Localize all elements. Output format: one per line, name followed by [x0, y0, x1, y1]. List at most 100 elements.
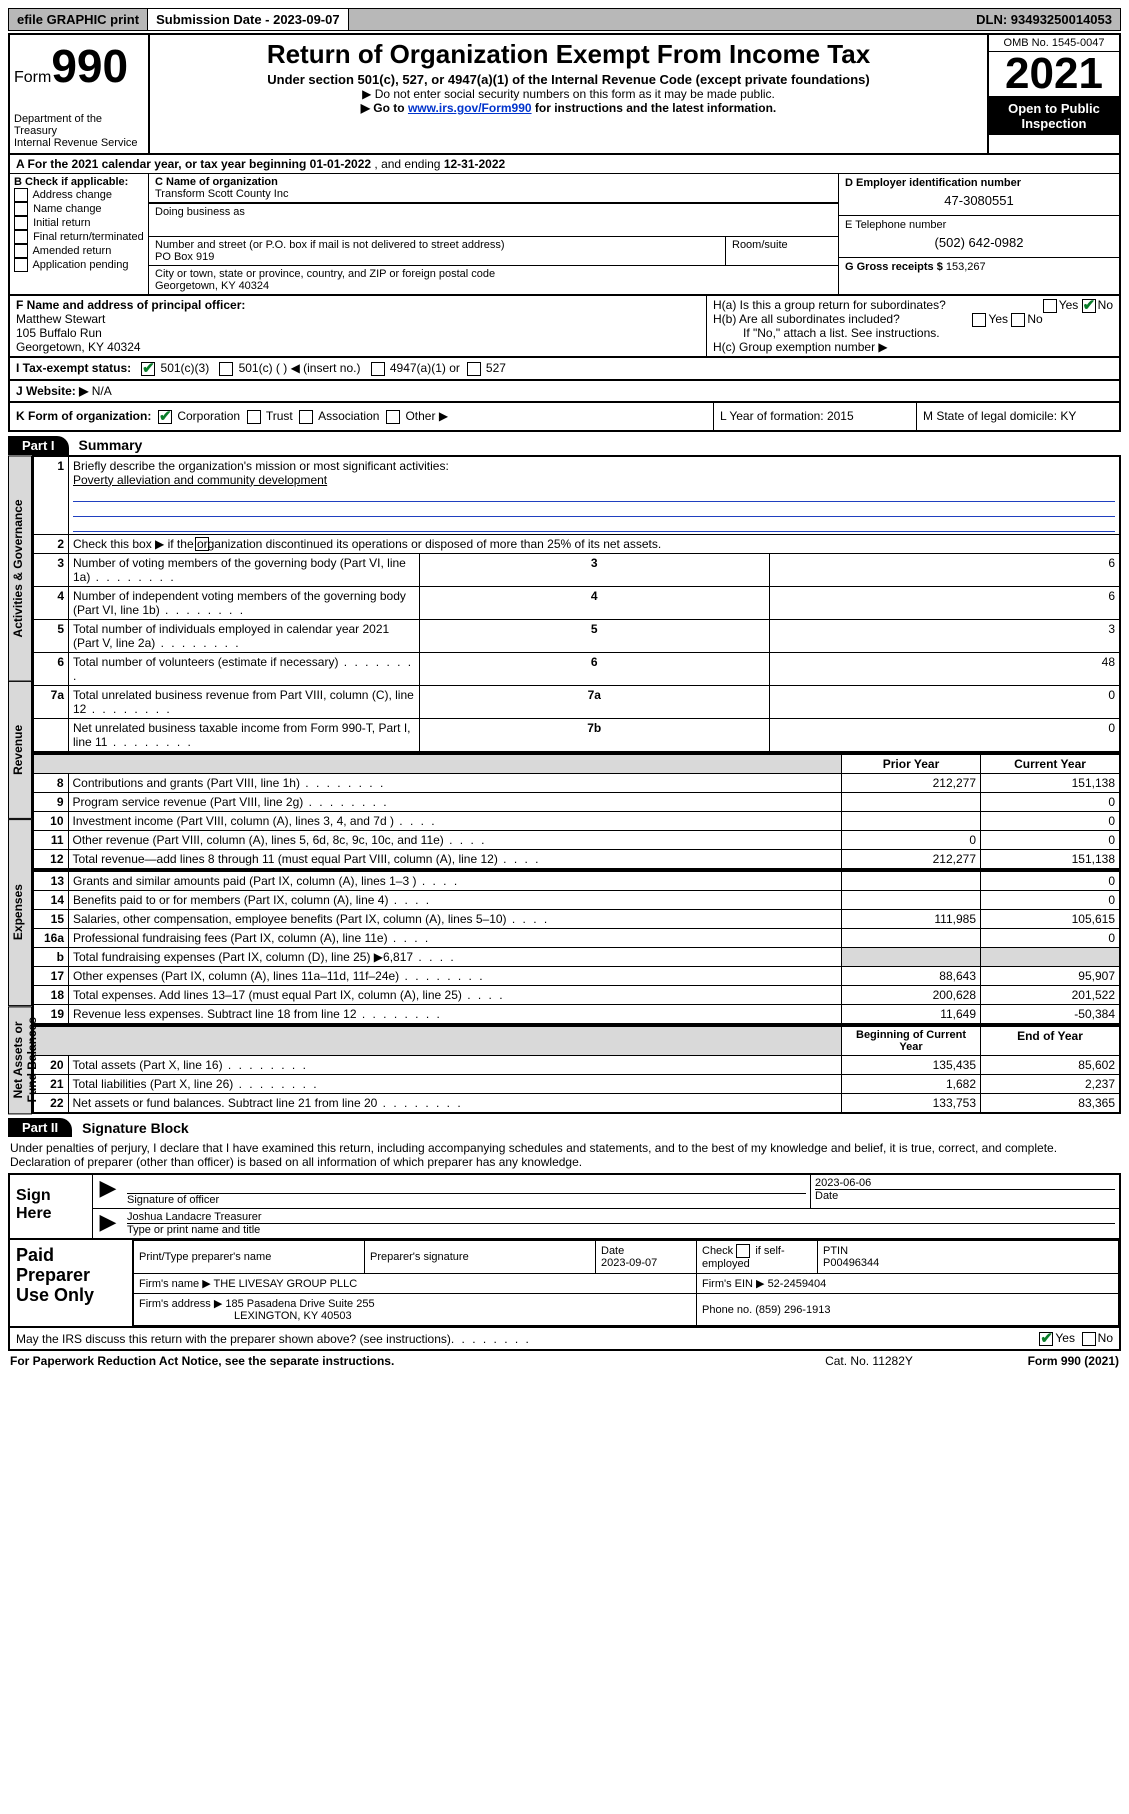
cat-no: Cat. No. 11282Y	[769, 1354, 969, 1368]
room-label: Room/suite	[725, 237, 838, 265]
street: PO Box 919	[155, 251, 214, 263]
officer-addr2: Georgetown, KY 40324	[16, 340, 141, 354]
prior-year-hdr: Prior Year	[842, 754, 981, 774]
side-labels: Activities & Governance Revenue Expenses…	[8, 455, 32, 1115]
dba-label: Doing business as	[149, 203, 838, 236]
penalty-text: Under penalties of perjury, I declare th…	[8, 1137, 1121, 1173]
org-name: Transform Scott County Inc	[155, 188, 288, 200]
ptin: P00496344	[823, 1257, 879, 1269]
cb-discuss-no[interactable]	[1082, 1332, 1096, 1346]
cb-amended-return[interactable]	[14, 244, 28, 258]
cb-corp[interactable]	[158, 410, 172, 424]
table-row: 15Salaries, other compensation, employee…	[33, 910, 1120, 929]
form-ref: Form 990 (2021)	[969, 1354, 1119, 1368]
cb-assoc[interactable]	[299, 410, 313, 424]
header-right: OMB No. 1545-0047 2021 Open to Public In…	[987, 35, 1119, 153]
table-row: 16aProfessional fundraising fees (Part I…	[33, 929, 1120, 948]
table-row: bTotal fundraising expenses (Part IX, co…	[33, 948, 1120, 967]
cb-hb-yes[interactable]	[972, 313, 986, 327]
sign-block: Sign Here ▶ Signature of officer 2023-06…	[8, 1173, 1121, 1240]
cb-501c[interactable]	[219, 362, 233, 376]
name-label: Type or print name and title	[127, 1224, 260, 1236]
hb-note: If "No," attach a list. See instructions…	[713, 326, 1113, 340]
officer-addr1: 105 Buffalo Run	[16, 326, 102, 340]
prep-h1: Print/Type preparer's name	[134, 1241, 365, 1274]
col-c: C Name of organization Transform Scott C…	[149, 174, 838, 294]
cb-other[interactable]	[386, 410, 400, 424]
cb-initial-return[interactable]	[14, 216, 28, 230]
firm-name: THE LIVESAY GROUP PLLC	[214, 1278, 358, 1290]
gross-receipts: 153,267	[946, 261, 986, 273]
cb-hb-no[interactable]	[1011, 313, 1025, 327]
mission: Poverty alleviation and community develo…	[73, 473, 327, 487]
cb-final-return[interactable]	[14, 230, 28, 244]
header-left: Form990 Department of the Treasury Inter…	[10, 35, 150, 153]
table-row: 5Total number of individuals employed in…	[33, 620, 1120, 653]
table-row: 9Program service revenue (Part VIII, lin…	[33, 793, 1120, 812]
officer-name: Matthew Stewart	[16, 312, 105, 326]
table-row: 19Revenue less expenses. Subtract line 1…	[33, 1005, 1120, 1025]
note-goto-post: for instructions and the latest informat…	[532, 101, 777, 115]
summary-rev: Prior Year Current Year 8Contributions a…	[32, 753, 1121, 870]
table-row: 20Total assets (Part X, line 16)135,4358…	[33, 1056, 1120, 1075]
cb-trust[interactable]	[247, 410, 261, 424]
footer: For Paperwork Reduction Act Notice, see …	[8, 1351, 1121, 1371]
k-label: K Form of organization:	[16, 409, 151, 423]
section-i: I Tax-exempt status: 501(c)(3) 501(c) ( …	[8, 358, 1121, 381]
table-row: 18Total expenses. Add lines 13–17 (must …	[33, 986, 1120, 1005]
cb-4947[interactable]	[371, 362, 385, 376]
table-row: 17Other expenses (Part IX, column (A), l…	[33, 967, 1120, 986]
cb-discuss-yes[interactable]	[1039, 1332, 1053, 1346]
f-label: F Name and address of principal officer:	[16, 298, 245, 312]
firm-addr1: 185 Pasadena Drive Suite 255	[225, 1298, 374, 1310]
prep-title: Paid Preparer Use Only	[10, 1240, 133, 1326]
form-header: Form990 Department of the Treasury Inter…	[8, 33, 1121, 155]
prep-h2: Preparer's signature	[365, 1241, 596, 1274]
side-net: Net Assets or Fund Balances	[8, 1006, 32, 1114]
table-row: 6Total number of volunteers (estimate if…	[33, 653, 1120, 686]
boy-hdr: Beginning of Current Year	[842, 1026, 981, 1056]
firm-addr2: LEXINGTON, KY 40503	[234, 1310, 352, 1322]
side-gov: Activities & Governance	[8, 455, 32, 681]
firm-ein: 52-2459404	[768, 1278, 827, 1290]
table-row: 21Total liabilities (Part X, line 26)1,6…	[33, 1075, 1120, 1094]
hb-label: H(b) Are all subordinates included?	[713, 312, 900, 326]
section-bcd: B Check if applicable: Address change Na…	[8, 174, 1121, 296]
section-j: J Website: ▶ N/A	[8, 381, 1121, 403]
website: N/A	[92, 384, 112, 398]
city: Georgetown, KY 40324	[155, 280, 269, 292]
note-goto-pre: ▶ Go to	[361, 101, 408, 115]
cb-discontinued[interactable]	[195, 537, 209, 551]
table-row: 11Other revenue (Part VIII, column (A), …	[33, 831, 1120, 850]
table-row: 10Investment income (Part VIII, column (…	[33, 812, 1120, 831]
a-pre: A For the 2021 calendar year, or tax yea…	[16, 157, 310, 171]
table-row: 14Benefits paid to or for members (Part …	[33, 891, 1120, 910]
irs-link[interactable]: www.irs.gov/Form990	[408, 101, 532, 115]
sign-date: 2023-06-06	[815, 1177, 1115, 1190]
form-subtitle: Under section 501(c), 527, or 4947(a)(1)…	[158, 72, 979, 87]
cb-self-employed[interactable]	[736, 1244, 750, 1258]
cb-application-pending[interactable]	[14, 258, 28, 272]
l-year: L Year of formation: 2015	[713, 403, 916, 430]
cb-ha-no[interactable]	[1082, 299, 1096, 313]
a-begin: 01-01-2022	[310, 157, 371, 171]
d-label: D Employer identification number	[845, 177, 1021, 189]
preparer-block: Paid Preparer Use Only Print/Type prepar…	[8, 1240, 1121, 1328]
table-row: 3Number of voting members of the governi…	[33, 554, 1120, 587]
table-row: 12Total revenue—add lines 8 through 11 (…	[33, 850, 1120, 870]
cb-address-change[interactable]	[14, 188, 28, 202]
cb-name-change[interactable]	[14, 202, 28, 216]
j-label: J Website: ▶	[16, 384, 88, 398]
summary-gov: 1 Briefly describe the organization's mi…	[32, 455, 1121, 754]
cb-ha-yes[interactable]	[1043, 299, 1057, 313]
street-label: Number and street (or P.O. box if mail i…	[155, 239, 505, 251]
cb-527[interactable]	[467, 362, 481, 376]
hc-label: H(c) Group exemption number ▶	[713, 340, 1113, 354]
cb-501c3[interactable]	[141, 362, 155, 376]
efile-label: efile GRAPHIC print	[9, 9, 148, 30]
irs-label: Internal Revenue Service	[14, 137, 144, 149]
sign-here: Sign Here	[10, 1175, 93, 1238]
firm-phone: (859) 296-1913	[755, 1304, 830, 1316]
top-bar: efile GRAPHIC print Submission Date - 20…	[8, 8, 1121, 31]
section-klm: K Form of organization: Corporation Trus…	[8, 403, 1121, 432]
